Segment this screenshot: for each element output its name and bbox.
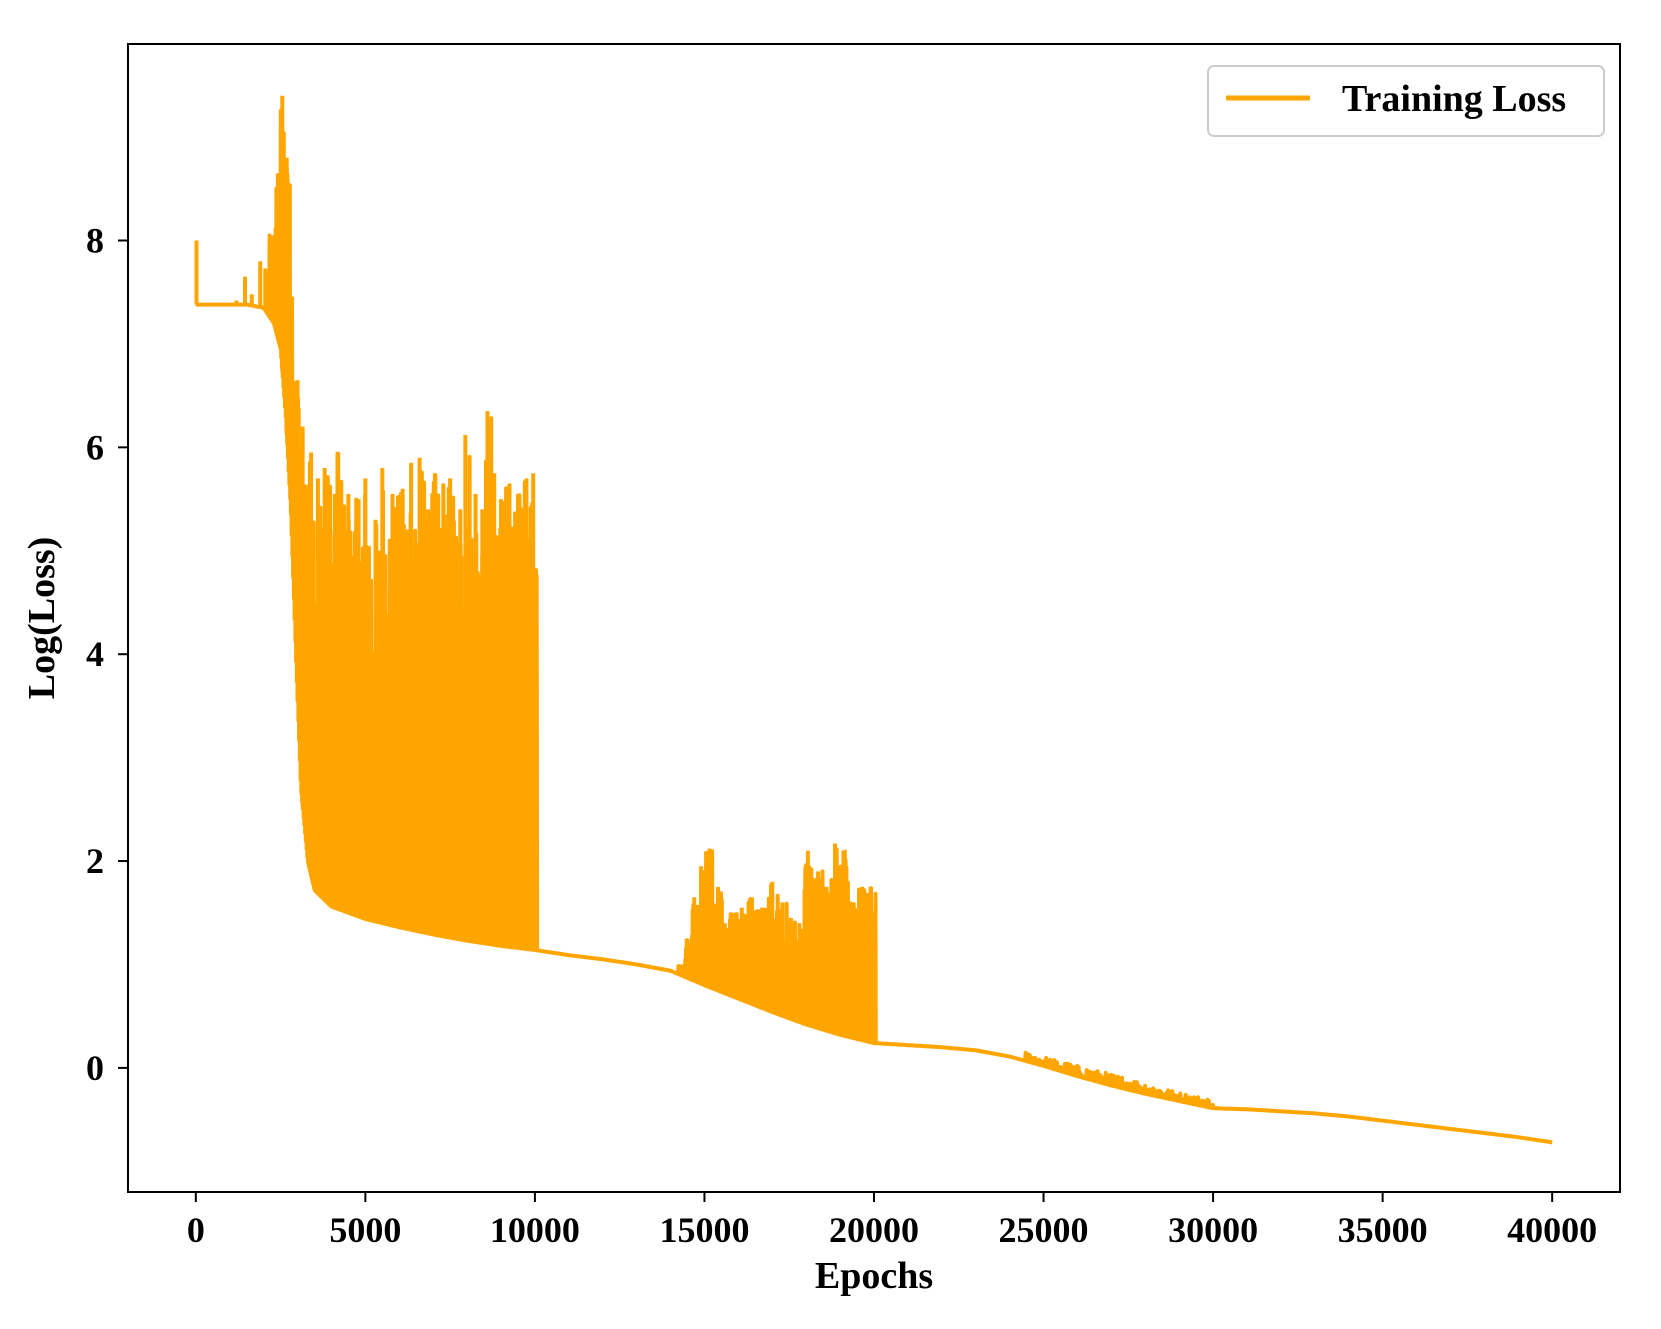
x-tick-label: 10000: [490, 1210, 580, 1250]
x-tick-label: 0: [187, 1210, 205, 1250]
x-tick-label: 30000: [1168, 1210, 1258, 1250]
x-tick-label: 25000: [999, 1210, 1089, 1250]
y-tick-label: 2: [86, 841, 104, 881]
x-tick-label: 40000: [1507, 1210, 1597, 1250]
legend-label-training-loss: Training Loss: [1342, 78, 1566, 120]
x-tick-label: 35000: [1338, 1210, 1428, 1250]
y-axis: 0 2 4 6 8: [86, 221, 128, 1088]
legend-box: [1207, 65, 1605, 137]
x-tick-label: 5000: [329, 1210, 401, 1250]
x-axis-label: Epochs: [815, 1255, 933, 1297]
y-tick-label: 6: [86, 427, 104, 467]
x-axis: 0 5000 10000 15000 20000 25000 30000 35000 40000: [187, 1192, 1597, 1250]
x-tick-label: 15000: [659, 1210, 749, 1250]
x-tick-label: 20000: [829, 1210, 919, 1250]
y-tick-label: 8: [86, 221, 104, 261]
plot-area: [194, 95, 1553, 1145]
y-axis-label: Log(Loss): [21, 537, 63, 700]
legend[interactable]: Training Loss: [1207, 65, 1605, 137]
y-tick-label: 4: [86, 634, 104, 674]
y-tick-label: 0: [86, 1048, 104, 1088]
series-line-training-loss: [195, 108, 1553, 1145]
